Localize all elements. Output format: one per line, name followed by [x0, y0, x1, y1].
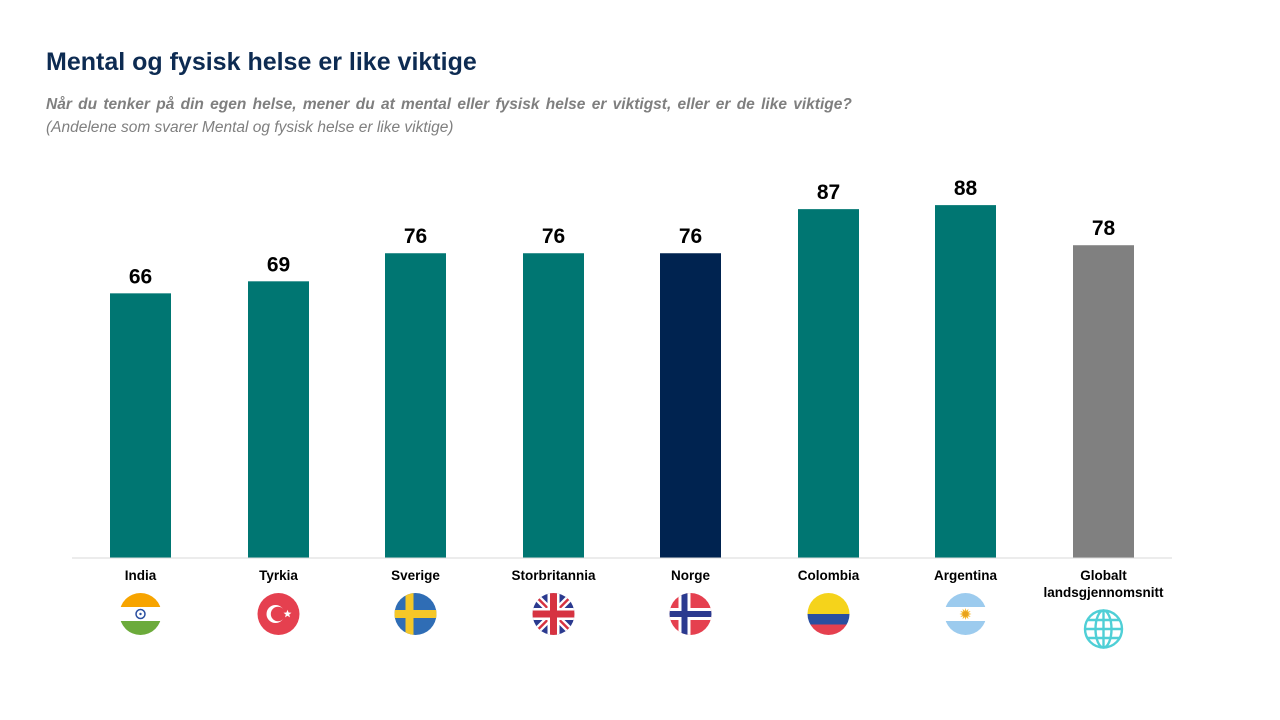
category-label: India [125, 568, 157, 583]
colombia-flag-icon [807, 593, 850, 635]
category-label: landsgjennomsnitt [1043, 585, 1164, 600]
bar-value-label: 76 [679, 225, 702, 248]
bar-value-label: 78 [1092, 217, 1116, 240]
bar-value-label: 76 [542, 225, 565, 248]
bar-value-label: 69 [267, 253, 290, 276]
norway-flag-icon [669, 593, 712, 635]
bar-tyrkia [248, 281, 309, 558]
bar-value-label: 88 [954, 177, 978, 200]
bar-argentina [935, 205, 996, 558]
bar-value-label: 66 [129, 265, 152, 288]
bar-value-label: 76 [404, 225, 427, 248]
bar-india [110, 293, 171, 558]
argentina-flag-icon [944, 593, 987, 635]
chart-title: Mental og fysisk helse er like viktige [46, 48, 477, 76]
category-label: Argentina [934, 568, 997, 583]
sweden-flag-icon [394, 593, 437, 635]
globe-icon [1083, 609, 1124, 649]
chart-note: (Andelene som svarer Mental og fysisk he… [46, 119, 454, 136]
bar-value-label: 87 [817, 181, 840, 204]
bar-colombia [798, 209, 859, 558]
category-label: Globalt [1080, 568, 1127, 583]
bar-norge [660, 253, 721, 559]
category-label: Colombia [798, 568, 860, 583]
india-flag-icon [119, 593, 162, 635]
bar-storbritannia [523, 253, 584, 559]
category-label: Norge [671, 568, 710, 583]
category-label: Tyrkia [259, 568, 298, 583]
uk-flag-icon [532, 593, 575, 635]
bar-sverige [385, 253, 446, 559]
chart-question: Når du tenker på din egen helse, mener d… [46, 96, 852, 113]
category-labels-group: India Tyrkia Sverige Storbritannia Norge Colo… [125, 568, 1164, 600]
turkey-flag-icon [257, 593, 300, 635]
flag-icons-group [119, 593, 1124, 649]
category-label: Storbritannia [511, 568, 595, 583]
category-label: Sverige [391, 568, 440, 583]
bars-group: 66 69 76 76 76 87 88 78 [110, 177, 1134, 559]
bar-globalt-landsgjennomsnitt [1073, 245, 1134, 558]
